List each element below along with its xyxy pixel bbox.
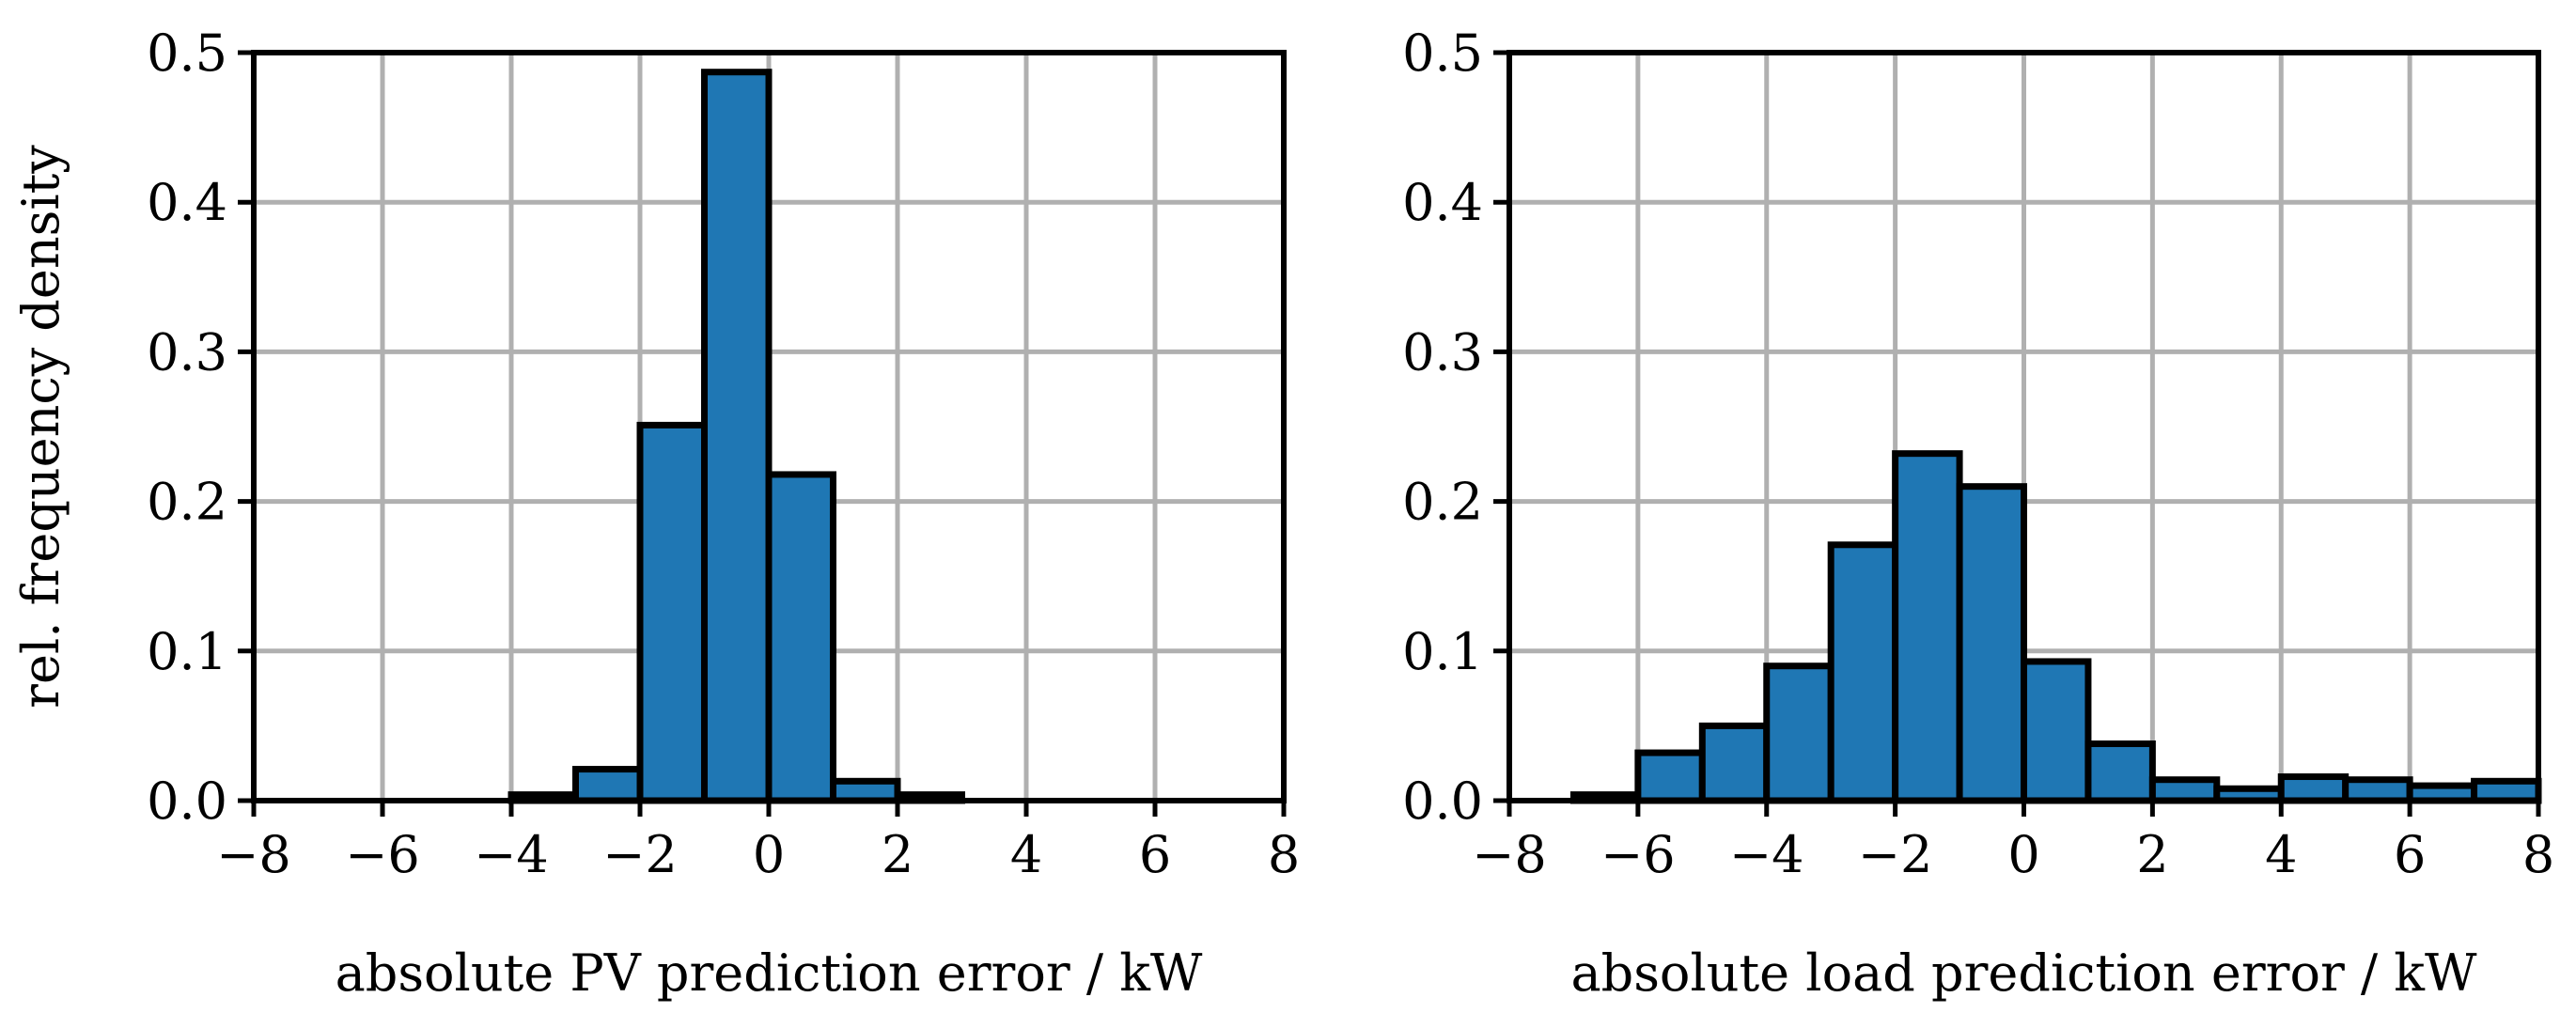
chart-2-xtick-label-3: −2 — [1858, 825, 1933, 884]
chart-2-ytick-label-2: 0.2 — [1402, 473, 1483, 532]
chart-2-bar-3 — [1698, 722, 1771, 804]
chart-1-bar-7 — [701, 69, 773, 804]
chart-2-bar-2 — [1634, 749, 1706, 804]
chart-2-bar-13 — [2342, 776, 2413, 804]
chart-1-bar-5 — [572, 766, 644, 804]
chart-2-xtick-label-5: 2 — [2136, 825, 2168, 884]
chart-1-xtick-label-4: 0 — [753, 825, 785, 884]
pv-error-histogram-panel: −8 −6 −4 −2 0 2 4 6 8 0.0 0.1 0.2 0.3 0.4 0.5 absolute … — [11, 23, 1300, 1003]
chart-1-xtick-label-0: −8 — [216, 825, 291, 884]
chart-1-ytick-label-2: 0.2 — [147, 473, 227, 532]
chart-2-bar-9 — [2084, 740, 2156, 804]
chart-2-bar-5 — [1827, 541, 1899, 804]
chart-2-ytick-label-0: 0.0 — [1402, 771, 1483, 831]
chart-2-xtick-label-0: −8 — [1472, 825, 1547, 884]
chart-1-xtick-label-5: 2 — [882, 825, 913, 884]
load-error-histogram-panel: −8 −6 −4 −2 0 2 4 6 8 0.0 0.1 0.2 0.3 0.4 0.5 absolute … — [1402, 23, 2554, 1003]
chart-1-xtick-label-7: 6 — [1139, 825, 1171, 884]
chart-2-ytick-label-5: 0.5 — [1402, 23, 1483, 83]
chart-2-x-axis-title: absolute load prediction error / kW — [1570, 943, 2477, 1003]
chart-2-bar-4 — [1763, 662, 1834, 804]
chart-1-xtick-label-3: −2 — [602, 825, 678, 884]
chart-1-ytick-label-4: 0.4 — [147, 173, 227, 232]
chart-2-bar-6 — [1892, 450, 1963, 804]
chart-1-bar-9 — [830, 777, 901, 804]
chart-2-bar-12 — [2277, 773, 2350, 804]
chart-1-ytick-label-3: 0.3 — [147, 322, 227, 382]
chart-1-x-axis-title: absolute PV prediction error / kW — [336, 943, 1203, 1003]
chart-2-xtick-label-2: −4 — [1729, 825, 1804, 884]
chart-1-xtick-label-6: 4 — [1010, 825, 1042, 884]
chart-1-xtick-label-8: 8 — [1268, 825, 1300, 884]
chart-1-xtick-label-2: −4 — [474, 825, 549, 884]
chart-2-bar-15 — [2471, 777, 2542, 804]
chart-2-xtick-label-6: 4 — [2265, 825, 2297, 884]
chart-1-ytick-label-1: 0.1 — [147, 622, 227, 681]
chart-2-ytick-label-4: 0.4 — [1402, 173, 1483, 232]
chart-2-ytick-label-1: 0.1 — [1402, 622, 1483, 681]
chart-2-bar-10 — [2148, 776, 2221, 804]
chart-1-bar-8 — [765, 471, 836, 804]
chart-2-xtick-label-4: 0 — [2007, 825, 2039, 884]
chart-1-xtick-label-1: −6 — [345, 825, 420, 884]
chart-1-ytick-label-0: 0.0 — [147, 771, 227, 831]
chart-2-xtick-label-1: −6 — [1600, 825, 1676, 884]
chart-2-bar-8 — [2021, 658, 2092, 804]
chart-1-bar-6 — [636, 421, 708, 804]
chart-1-ytick-label-5: 0.5 — [147, 23, 227, 83]
chart-2-xtick-label-8: 8 — [2522, 825, 2554, 884]
chart-1-y-axis-title: rel. frequency density — [11, 145, 70, 709]
chart-2-bar-7 — [1956, 483, 2027, 804]
chart-2-ytick-label-3: 0.3 — [1402, 322, 1483, 382]
chart-2-xtick-label-7: 6 — [2394, 825, 2426, 884]
